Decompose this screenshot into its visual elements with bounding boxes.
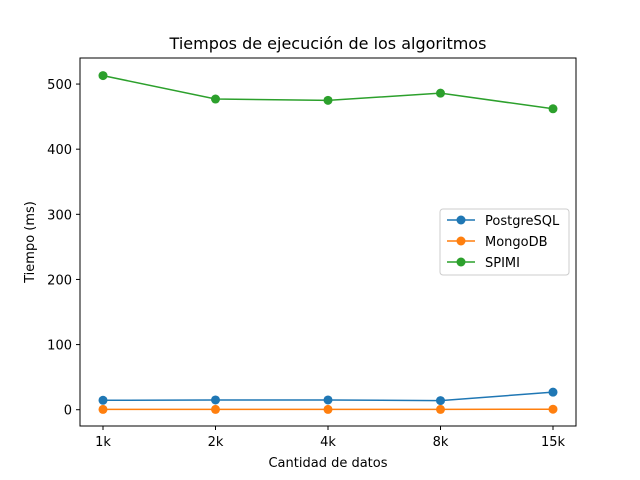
legend-label-postgresql: PostgreSQL xyxy=(485,214,560,229)
legend-label-mongodb: MongoDB xyxy=(485,235,548,250)
y-axis-label: Tiempo (ms) xyxy=(23,201,38,284)
x-tick-label: 2k xyxy=(208,435,224,450)
y-tick-label: 200 xyxy=(47,273,72,288)
data-point-postgresql xyxy=(548,387,558,397)
data-point-postgresql xyxy=(436,396,445,406)
chart-title: Tiempos de ejecución de los algoritmos xyxy=(169,34,487,53)
y-tick-label: 400 xyxy=(47,143,72,158)
y-tick-label: 500 xyxy=(47,78,72,93)
data-point-spimi xyxy=(323,95,333,105)
x-tick-label: 1k xyxy=(95,435,111,450)
legend-box xyxy=(439,208,570,276)
y-tick-label: 0 xyxy=(64,404,72,419)
data-point-mongodb xyxy=(548,404,558,414)
data-point-postgresql xyxy=(211,395,220,405)
plot-area xyxy=(98,71,558,414)
data-point-mongodb xyxy=(436,404,445,414)
x-tick-label: 4k xyxy=(320,435,336,450)
x-axis-label: Cantidad de datos xyxy=(268,456,387,471)
data-point-postgresql xyxy=(323,395,333,405)
legend: PostgreSQL MongoDB SPIMI xyxy=(439,208,570,276)
x-tick-label: 8k xyxy=(433,435,449,450)
legend-marker-postgresql xyxy=(456,215,466,225)
data-point-spimi xyxy=(436,88,445,98)
data-point-spimi xyxy=(548,104,558,114)
data-point-mongodb xyxy=(323,404,333,414)
data-point-postgresql xyxy=(98,395,108,405)
data-point-spimi xyxy=(98,71,108,81)
x-tick-label: 15k xyxy=(541,435,566,450)
data-point-spimi xyxy=(211,94,220,104)
y-tick-label: 300 xyxy=(47,208,72,223)
data-point-mongodb xyxy=(98,404,108,414)
y-tick-label: 100 xyxy=(47,339,72,354)
legend-marker-spimi xyxy=(456,257,466,267)
legend-label-spimi: SPIMI xyxy=(485,256,520,271)
data-point-mongodb xyxy=(211,404,220,414)
legend-marker-mongodb xyxy=(456,236,466,246)
